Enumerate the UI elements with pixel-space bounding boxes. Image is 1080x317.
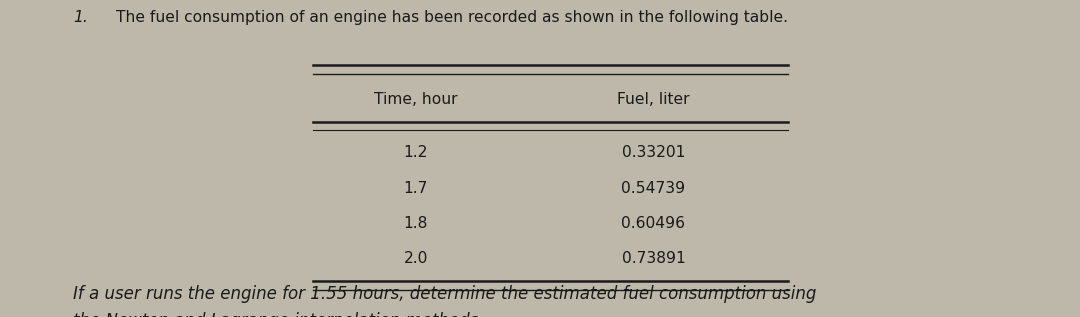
Text: 0.33201: 0.33201 [622,145,685,160]
Text: The fuel consumption of an engine has been recorded as shown in the following ta: The fuel consumption of an engine has be… [116,10,787,24]
Text: Time, hour: Time, hour [374,92,458,107]
Text: 0.60496: 0.60496 [621,216,686,231]
Text: 1.8: 1.8 [404,216,428,231]
Text: 0.54739: 0.54739 [621,181,686,196]
Text: If a user runs the engine for 1.55 hours, determine the estimated fuel consumpti: If a user runs the engine for 1.55 hours… [73,285,816,317]
Text: 1.7: 1.7 [404,181,428,196]
Text: 2.0: 2.0 [404,251,428,266]
Text: Fuel, liter: Fuel, liter [617,92,690,107]
Text: 0.73891: 0.73891 [621,251,686,266]
Text: 1.2: 1.2 [404,145,428,160]
Text: 1.: 1. [73,10,89,24]
